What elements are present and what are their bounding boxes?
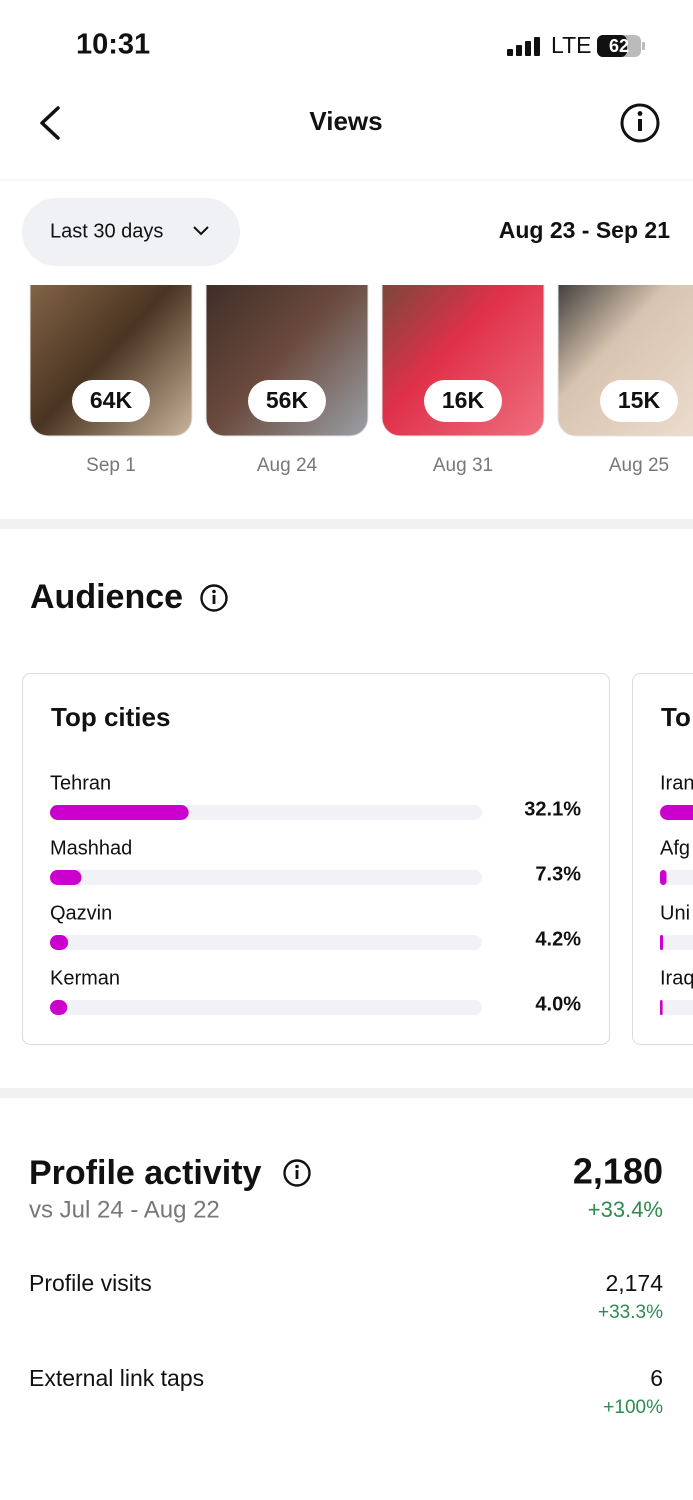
section-title: Profile activity bbox=[29, 1154, 262, 1192]
section-title: Audience bbox=[30, 578, 183, 616]
card-title: To bbox=[661, 702, 691, 732]
content-date: Aug 25 bbox=[609, 455, 669, 476]
metric-label: Profile visits bbox=[29, 1270, 152, 1296]
metric-value: 6 bbox=[650, 1365, 663, 1391]
views-pill bbox=[424, 380, 502, 422]
audience-card bbox=[22, 673, 610, 1045]
audience-card bbox=[632, 673, 693, 1045]
page-title: Views bbox=[309, 106, 382, 136]
range-label: Last 30 days bbox=[50, 220, 163, 242]
row-label: Qazvin bbox=[50, 902, 112, 924]
bar bbox=[660, 870, 667, 885]
bar bbox=[660, 805, 693, 820]
row-label: Uni bbox=[660, 902, 690, 924]
range-selector[interactable] bbox=[22, 198, 240, 266]
views-count: 15K bbox=[618, 387, 661, 413]
metric-change: +100% bbox=[603, 1397, 663, 1418]
row-label: Kerman bbox=[50, 967, 120, 989]
content-thumbnail[interactable] bbox=[381, 265, 545, 437]
views-count: 64K bbox=[90, 387, 133, 413]
section-separator bbox=[0, 519, 693, 529]
views-count: 56K bbox=[266, 387, 309, 413]
row-label: Iraq bbox=[660, 967, 693, 989]
row-label: Mashhad bbox=[50, 837, 132, 859]
signal-icon bbox=[507, 37, 540, 56]
section-separator bbox=[0, 1088, 693, 1098]
row-label: Tehran bbox=[50, 772, 111, 794]
status-time: 10:31 bbox=[76, 29, 150, 61]
back-button[interactable] bbox=[40, 106, 60, 140]
top-content-row: 64K 56K 16K 15K bbox=[29, 265, 693, 437]
bar-track bbox=[50, 1000, 482, 1015]
views-count: 16K bbox=[442, 387, 485, 413]
info-button[interactable] bbox=[620, 103, 660, 143]
views-pill bbox=[72, 380, 150, 422]
bar-track bbox=[660, 870, 693, 885]
audience-cards: Top cities Tehran 32.1% Mashhad 7.3% Qazvin 4.… bbox=[50, 702, 693, 1015]
battery-icon bbox=[597, 35, 645, 57]
bar bbox=[50, 1000, 68, 1015]
content-date: Aug 31 bbox=[433, 455, 493, 476]
bar-track bbox=[660, 935, 693, 950]
bar bbox=[50, 870, 82, 885]
bar bbox=[50, 935, 69, 950]
bar-value: 32.1% bbox=[524, 798, 581, 820]
battery-level: 62 bbox=[609, 36, 629, 56]
metric-label: External link taps bbox=[29, 1365, 204, 1391]
content-thumbnail[interactable] bbox=[205, 265, 369, 437]
bar bbox=[50, 805, 189, 820]
activity-rows: Profile visits 2,174 +33.3% External link t… bbox=[29, 1270, 663, 1418]
bar-value: 4.0% bbox=[535, 993, 581, 1015]
bar-track bbox=[50, 935, 482, 950]
views-pill bbox=[600, 380, 678, 422]
bar-track bbox=[50, 870, 482, 885]
bar-value: 4.2% bbox=[535, 928, 581, 950]
card-title: Top cities bbox=[51, 702, 170, 732]
bar-track bbox=[660, 1000, 693, 1015]
date-range: Aug 23 - Sep 21 bbox=[499, 217, 670, 243]
bar bbox=[660, 935, 664, 950]
content-date: Aug 24 bbox=[257, 455, 318, 476]
content-date: Sep 1 bbox=[86, 455, 136, 476]
info-icon[interactable] bbox=[200, 584, 228, 612]
views-pill bbox=[248, 380, 326, 422]
comparison-period: vs Jul 24 - Aug 22 bbox=[29, 1196, 220, 1223]
info-icon[interactable] bbox=[283, 1159, 311, 1187]
bar bbox=[660, 1000, 663, 1015]
network-type: LTE bbox=[551, 32, 591, 58]
row-label: Afg bbox=[660, 837, 690, 859]
total-change: +33.4% bbox=[588, 1197, 663, 1222]
bar-value: 7.3% bbox=[535, 863, 581, 885]
dropdown-chevron bbox=[193, 226, 209, 236]
metric-value: 2,174 bbox=[605, 1270, 663, 1296]
metric-change: +33.3% bbox=[598, 1302, 663, 1323]
row-label: Iran bbox=[660, 772, 693, 794]
content-thumbnail[interactable] bbox=[29, 265, 193, 437]
total-value: 2,180 bbox=[573, 1151, 663, 1192]
